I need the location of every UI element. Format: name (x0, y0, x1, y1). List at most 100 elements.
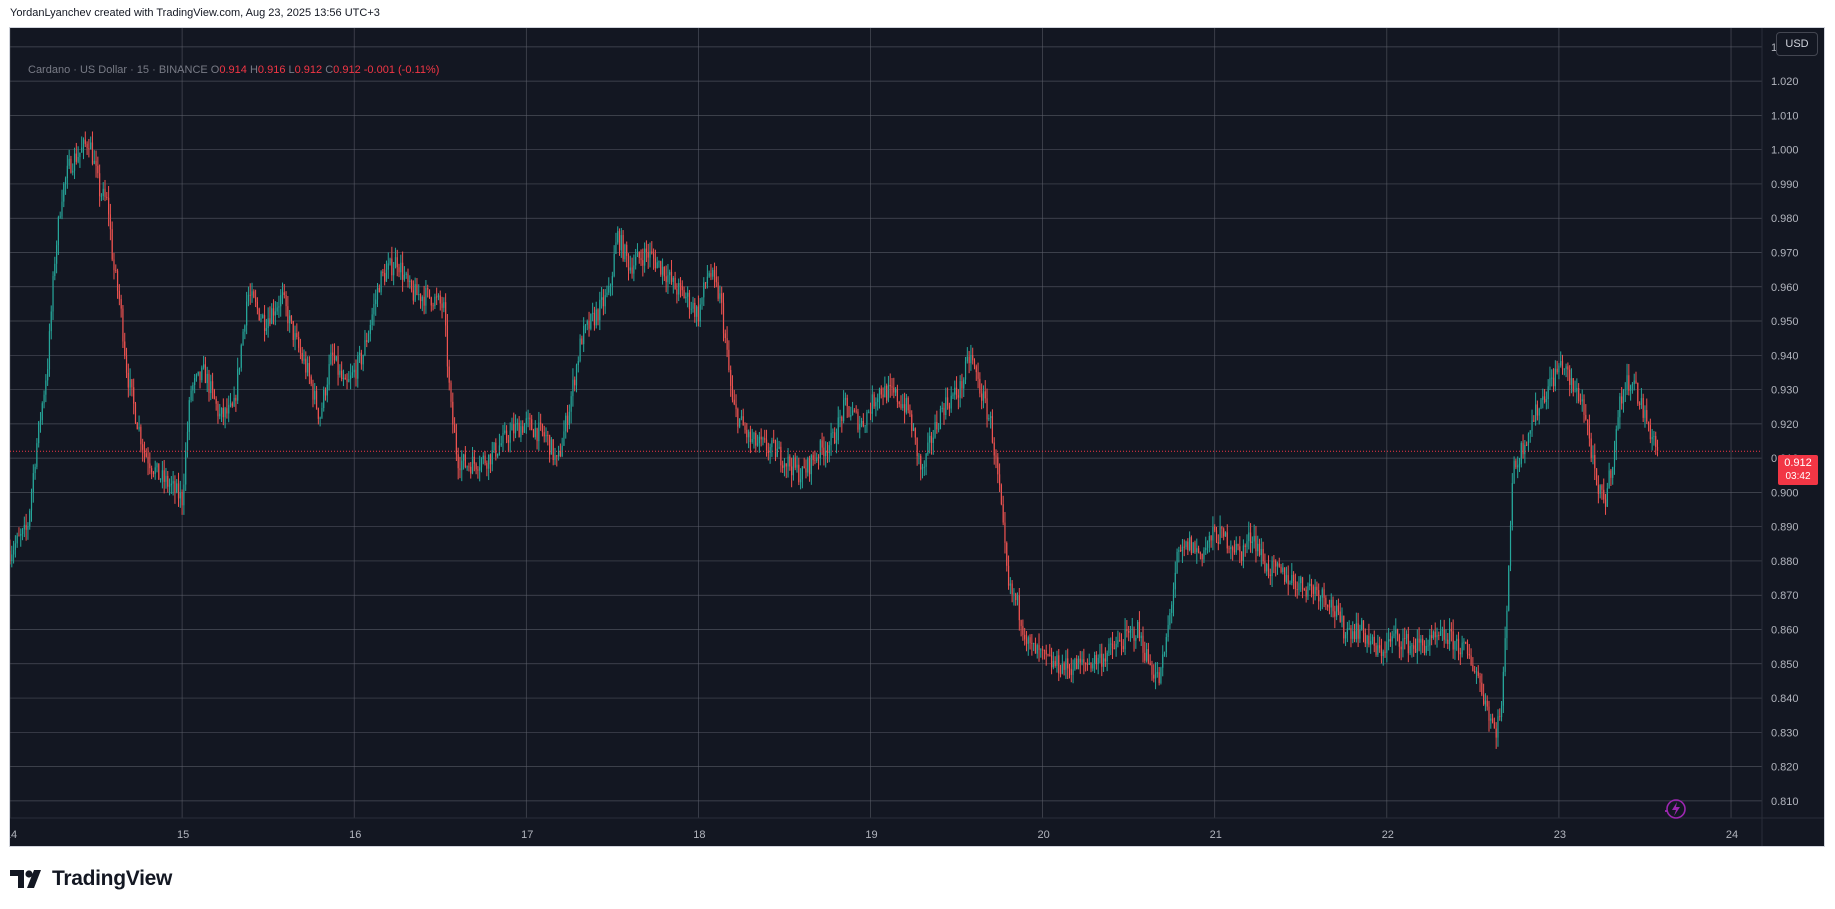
candle-body (1624, 389, 1626, 391)
candle-body (1587, 419, 1589, 426)
candle-body (936, 421, 938, 430)
candle-body (1574, 391, 1576, 393)
candle-body (518, 422, 520, 438)
legend-close: 0.912 (333, 64, 361, 76)
candle-body (54, 263, 56, 277)
candle-body (672, 277, 674, 282)
candle-body (1488, 706, 1490, 721)
chart-pane[interactable]: 1.0301.0201.0101.0000.9900.9800.9700.960… (9, 27, 1825, 847)
candle-body (1540, 399, 1542, 409)
candle-body (1529, 430, 1531, 434)
candle-body (1638, 403, 1641, 405)
candle-body (1619, 396, 1621, 418)
candle-body (149, 463, 151, 469)
candle-body (70, 158, 72, 173)
candle-body (466, 466, 468, 468)
candle-body (545, 435, 547, 437)
candle-body (1237, 543, 1239, 547)
candle-body (543, 432, 545, 437)
candle-body (29, 510, 31, 527)
currency-button[interactable]: USD (1776, 32, 1818, 56)
candle-body (294, 333, 296, 340)
price-chart[interactable]: 1.0301.0201.0101.0000.9900.9800.9700.960… (10, 28, 1824, 846)
candle-body (179, 492, 181, 499)
candle-body (1241, 551, 1243, 561)
candle-body (1309, 583, 1311, 587)
candle-body (115, 270, 117, 271)
candle-body (289, 315, 291, 324)
candle-body (583, 325, 585, 345)
candle-body (1355, 623, 1357, 640)
candle-body (601, 297, 603, 300)
lightning-icon[interactable] (1661, 796, 1687, 827)
tradingview-logo[interactable]: TradingView (10, 866, 172, 892)
x-tick-label: 18 (693, 829, 705, 841)
candle-body (660, 261, 662, 275)
candle-body (168, 485, 171, 487)
candle-body (706, 276, 708, 284)
candle-body (907, 397, 909, 411)
candle-body (1269, 574, 1271, 577)
candle-body (1359, 629, 1361, 639)
candle-body (963, 379, 965, 389)
candle-body (249, 294, 251, 296)
candle-body (72, 170, 74, 173)
candle-body (418, 294, 420, 296)
candle-body (534, 428, 536, 438)
candle-body (301, 352, 303, 361)
candle-body (923, 466, 925, 468)
candle-body (1196, 548, 1198, 553)
candle-body (290, 315, 293, 322)
candle-body (1004, 522, 1006, 543)
symbol-legend[interactable]: Cardano · US Dollar · 15 · BINANCE O0.91… (28, 64, 439, 76)
candle-body (154, 467, 156, 475)
candle-body (884, 385, 886, 398)
candle-body (592, 312, 594, 314)
candle-body (1018, 595, 1020, 621)
candle-body (402, 262, 404, 280)
candle-body (783, 463, 786, 468)
candle-body (1490, 718, 1492, 721)
candle-body (606, 292, 608, 296)
candle-body (235, 397, 237, 401)
candle-body (1599, 485, 1601, 494)
candle-body (1563, 368, 1565, 370)
candle-body (335, 356, 337, 361)
candle-body (1470, 655, 1472, 665)
candle-body (945, 397, 947, 416)
x-tick-label: 14 (10, 829, 17, 841)
candle-body (903, 404, 906, 413)
candle-body (1208, 535, 1210, 542)
candle-body (1606, 488, 1608, 507)
candle-body (724, 333, 726, 339)
x-tick-label: 21 (1210, 829, 1222, 841)
candle-body (701, 297, 703, 305)
candle-body (1217, 541, 1219, 544)
candle-body (1079, 658, 1081, 663)
candle-body (194, 378, 196, 386)
candle-body (834, 432, 836, 444)
candle-body (436, 296, 438, 298)
candle-body (163, 470, 165, 482)
candle-body (1115, 643, 1117, 650)
legend-symbol[interactable]: Cardano · US Dollar · 15 · BINANCE (28, 64, 208, 76)
candle-body (1328, 606, 1331, 608)
candle-body (737, 409, 739, 427)
candle-body (920, 455, 922, 470)
tradingview-brand: TradingView (52, 867, 173, 890)
candle-body (213, 390, 215, 399)
candle-body (997, 457, 999, 475)
candle-body (753, 433, 755, 440)
candle-body (265, 328, 267, 332)
candle-body (570, 396, 572, 412)
candle-body (263, 315, 266, 332)
candle-body (841, 416, 843, 421)
candle-body (938, 428, 940, 430)
candle-body (739, 418, 741, 427)
candle-body (226, 408, 228, 414)
candle-body (665, 276, 667, 283)
candle-body (1088, 662, 1090, 665)
candle-body (699, 304, 701, 322)
candle-body (308, 363, 310, 377)
candle-body (1036, 645, 1038, 654)
